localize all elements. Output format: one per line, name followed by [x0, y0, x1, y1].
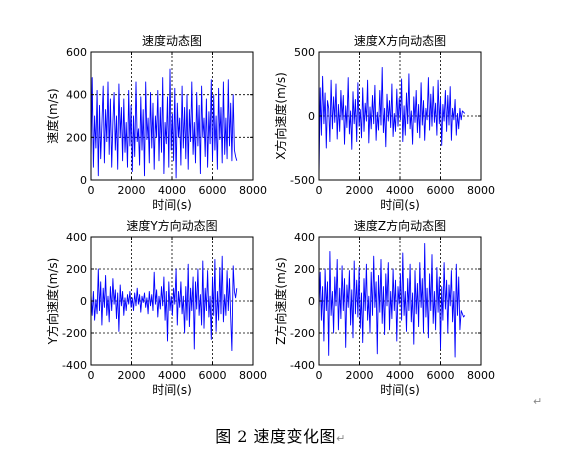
panel-4-series-line [318, 242, 466, 358]
panel-1-xtick-label-8000: 8000 [239, 184, 267, 197]
panel-4-title: 速度Z方向动态图 [354, 218, 446, 233]
panel-3-series-line [90, 255, 238, 352]
panel-4-ytick-label--200: -200 [290, 327, 315, 340]
panel-2-ylabel: X方向速度(m/s) [273, 72, 288, 160]
panel-1-xtick-label-4000: 4000 [158, 184, 186, 197]
panel-2-xtick-label-8000: 8000 [467, 184, 495, 197]
panel-3-ylabel: Y方向速度(m/s) [45, 258, 60, 346]
panel-1-ytick-label-600: 600 [66, 46, 87, 59]
panel-4-ylabel: Z方向速度(m/s) [273, 257, 288, 345]
panel-2-series-line [318, 66, 466, 178]
panel-2-xtick-label-2000: 2000 [346, 184, 374, 197]
panel-4-ytick-label-400: 400 [294, 231, 315, 244]
panel-3-ytick-label--200: -200 [62, 327, 87, 340]
panel-3-xtick-label-8000: 8000 [239, 369, 267, 382]
panel-3-ytick-label-0: 0 [80, 295, 87, 308]
panel-3-xtick-label-6000: 6000 [199, 369, 227, 382]
panel-3-title: 速度Y方向动态图 [126, 218, 217, 233]
panel-1-ytick-label-200: 200 [66, 131, 87, 144]
figure-caption: 图 2 速度变化图↵ [0, 423, 561, 447]
panel-2-xtick-label-6000: 6000 [427, 184, 455, 197]
panel-2-ytick-label--500: -500 [290, 174, 315, 187]
panel-1-xtick-label-2000: 2000 [118, 184, 146, 197]
panel-3-ytick-label-400: 400 [66, 231, 87, 244]
panel-2-ytick-label-500: 500 [294, 46, 315, 59]
caption-return-mark: ↵ [336, 432, 346, 445]
panel-2-xtick-label-4000: 4000 [386, 184, 414, 197]
panel-4-xtick-label-6000: 6000 [427, 369, 455, 382]
panel-4-xtick-label-2000: 2000 [346, 369, 374, 382]
panel-4-ytick-label--400: -400 [290, 359, 315, 372]
panel-1-ytick-label-0: 0 [80, 174, 87, 187]
panel-3-xtick-label-2000: 2000 [118, 369, 146, 382]
panel-3-xtick-label-4000: 4000 [158, 369, 186, 382]
panel-4-xlabel: 时间(s) [380, 383, 420, 397]
panel-4-xtick-label-0: 0 [316, 369, 323, 382]
panel-2-xlabel: 时间(s) [380, 198, 420, 212]
panel-2-xtick-label-0: 0 [316, 184, 323, 197]
panel-1-ylabel: 速度(m/s) [45, 88, 60, 143]
panel-3-ytick-label-200: 200 [66, 263, 87, 276]
panel-3-ytick-label--400: -400 [62, 359, 87, 372]
panel-1-title: 速度动态图 [142, 33, 202, 48]
panel-4-ytick-label-200: 200 [294, 263, 315, 276]
panel-4-ytick-label-0: 0 [308, 295, 315, 308]
panel-1-xlabel: 时间(s) [152, 198, 192, 212]
panel-1-series-line [90, 68, 238, 179]
panel-4-xtick-label-4000: 4000 [386, 369, 414, 382]
panel-2-ytick-label-0: 0 [308, 110, 315, 123]
panel-4-xtick-label-8000: 8000 [467, 369, 495, 382]
panel-3-xlabel: 时间(s) [152, 383, 192, 397]
paragraph-mark: ↵ [533, 395, 543, 408]
panel-1-xtick-label-6000: 6000 [199, 184, 227, 197]
figure-caption-text: 图 2 速度变化图 [215, 427, 337, 446]
panel-2-title: 速度X方向动态图 [354, 33, 446, 48]
panel-3-xtick-label-0: 0 [88, 369, 95, 382]
panel-1-xtick-label-0: 0 [88, 184, 95, 197]
panel-1-ytick-label-400: 400 [66, 89, 87, 102]
